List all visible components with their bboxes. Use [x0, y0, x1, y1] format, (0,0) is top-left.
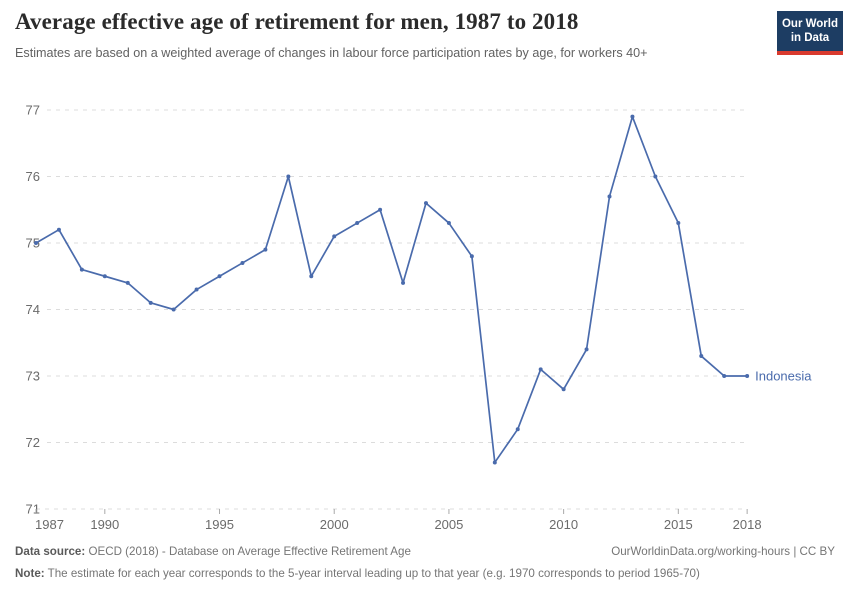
- chart-footer: Data source: OECD (2018) - Database on A…: [15, 544, 835, 581]
- data-point-2017[interactable]: [722, 374, 727, 378]
- data-point-1995[interactable]: [217, 274, 222, 279]
- data-point-2015[interactable]: [676, 221, 681, 226]
- data-point-1991[interactable]: [125, 280, 130, 285]
- note-text: The estimate for each year corresponds t…: [44, 566, 700, 580]
- y-tick-label-77: 77: [26, 103, 40, 118]
- x-tick-label-1995: 1995: [205, 517, 234, 532]
- data-source-label: Data source:: [15, 545, 86, 558]
- data-point-2018[interactable]: [745, 374, 750, 378]
- x-tick-label-1987: 1987: [35, 517, 64, 532]
- note: Note: The estimate for each year corresp…: [15, 567, 700, 580]
- data-point-2011[interactable]: [584, 347, 589, 352]
- data-point-1989[interactable]: [79, 267, 84, 272]
- y-tick-label-74: 74: [26, 302, 40, 317]
- data-point-1988[interactable]: [56, 227, 61, 232]
- y-tick-label-73: 73: [26, 369, 40, 384]
- data-point-2002[interactable]: [378, 207, 383, 212]
- owid-logo-line2: in Data: [790, 32, 830, 44]
- data-point-2004[interactable]: [423, 201, 428, 206]
- data-point-2009[interactable]: [538, 367, 543, 372]
- data-source-text: OECD (2018) - Database on Average Effect…: [85, 545, 411, 558]
- data-point-1987[interactable]: [34, 241, 38, 245]
- data-point-2012[interactable]: [607, 194, 612, 199]
- data-point-1997[interactable]: [263, 247, 268, 252]
- y-tick-label-75: 75: [26, 236, 40, 251]
- x-tick-label-2018: 2018: [733, 517, 762, 532]
- x-tick-label-2005: 2005: [434, 517, 463, 532]
- data-point-2014[interactable]: [653, 174, 658, 179]
- series-line-indonesia[interactable]: [35, 115, 748, 464]
- x-tick-label-1990: 1990: [90, 517, 119, 532]
- data-point-2016[interactable]: [699, 354, 704, 359]
- data-point-2003[interactable]: [401, 280, 406, 285]
- owid-logo[interactable]: Our World in Data: [777, 11, 843, 55]
- y-tick-label-76: 76: [26, 169, 40, 184]
- y-tick-label-72: 72: [26, 435, 40, 450]
- data-point-2008[interactable]: [515, 427, 520, 432]
- data-point-2006[interactable]: [469, 254, 474, 259]
- note-label: Note:: [15, 566, 45, 580]
- data-point-2001[interactable]: [355, 221, 360, 226]
- x-tick-label-2000: 2000: [320, 517, 349, 532]
- data-point-2010[interactable]: [561, 387, 566, 392]
- y-tick-label-71: 71: [26, 502, 40, 517]
- data-point-1992[interactable]: [148, 300, 153, 305]
- data-point-1990[interactable]: [102, 274, 107, 279]
- data-point-1999[interactable]: [309, 274, 314, 279]
- data-point-2000[interactable]: [332, 234, 337, 239]
- data-point-2005[interactable]: [446, 221, 451, 226]
- owid-logo-line1: Our World: [781, 17, 838, 30]
- data-point-1993[interactable]: [171, 307, 176, 312]
- chart-header: Average effective age of retirement for …: [15, 8, 760, 62]
- data-point-2007[interactable]: [492, 460, 497, 465]
- x-tick-label-2010: 2010: [549, 517, 578, 532]
- data-point-2013[interactable]: [630, 114, 635, 119]
- data-point-1998[interactable]: [286, 174, 291, 179]
- page-title: Average effective age of retirement for …: [15, 9, 579, 34]
- owid-link[interactable]: OurWorldinData.org/working-hours | CC BY: [611, 545, 835, 558]
- data-point-1996[interactable]: [240, 260, 245, 265]
- data-source: Data source: OECD (2018) - Database on A…: [15, 544, 411, 560]
- x-tick-label-2015: 2015: [664, 517, 693, 532]
- data-point-1994[interactable]: [194, 287, 199, 292]
- chart-subtitle: Estimates are based on a weighted averag…: [15, 45, 648, 60]
- series-end-label: Indonesia: [755, 369, 812, 384]
